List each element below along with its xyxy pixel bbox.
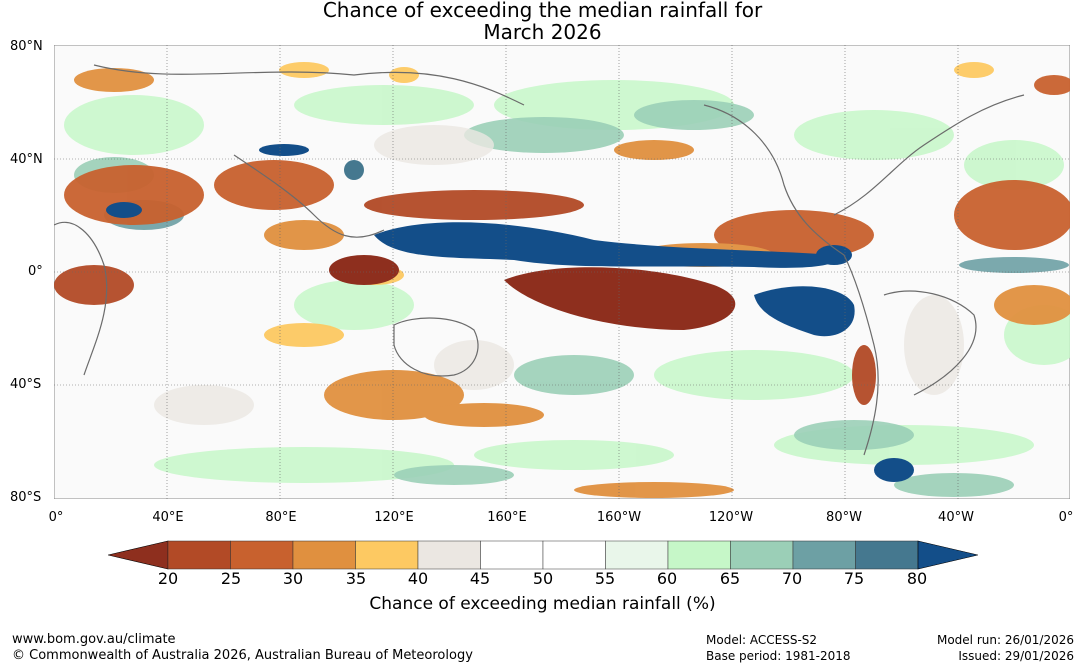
colorbar-segment [292, 540, 356, 570]
rainfall-outlook-map [54, 45, 1070, 499]
colorbar-segment [542, 540, 606, 570]
graticule [54, 45, 1070, 499]
colorbar-segment [167, 540, 231, 570]
footer-model: Model: ACCESS-S2 [706, 633, 818, 647]
colorbar-extend-high [917, 540, 978, 570]
colorbar-extend-low [108, 540, 169, 570]
lon-tick: 40°E [152, 510, 184, 525]
colorbar-tick-label: 55 [594, 569, 616, 588]
colorbar-segment [855, 540, 919, 570]
lat-tick: 40°S [10, 377, 42, 392]
lon-tick: 80°E [265, 510, 297, 525]
colorbar-tick-label: 75 [843, 569, 865, 588]
lon-tick: 160°W [596, 510, 642, 525]
map-title-line1: Chance of exceeding the median rainfall … [322, 0, 763, 22]
wet-east-pacific [754, 286, 855, 337]
lon-tick: 120°W [708, 510, 754, 525]
coastlines [54, 64, 1025, 456]
colorbar-segment [605, 540, 669, 570]
colorbar-title: Chance of exceeding median rainfall (%) [369, 594, 716, 614]
light-green-areas [64, 80, 1070, 483]
lat-tick: 80°N [10, 39, 43, 54]
lon-tick: 0° [48, 510, 64, 525]
colorbar-tick-label: 30 [282, 569, 304, 588]
colorbar-tick-label: 20 [157, 569, 179, 588]
colorbar-tick-label: 50 [532, 569, 554, 588]
colorbar-tick-label: 70 [781, 569, 803, 588]
footer-copyright: © Commonwealth of Australia 2026, Austra… [12, 648, 473, 663]
map-title-line2: March 2026 [483, 20, 602, 44]
colorbar-segment [230, 540, 294, 570]
lon-tick: 160°E [487, 510, 527, 525]
lat-tick: 80°S [10, 490, 42, 505]
grey-areas [154, 125, 964, 425]
colorbar-segment [417, 540, 481, 570]
colorbar-segment [667, 540, 731, 570]
lat-tick: 40°N [10, 152, 43, 167]
colorbar-segment [355, 540, 419, 570]
lon-tick: 40°W [938, 510, 974, 525]
lon-tick: 0° [1058, 510, 1074, 525]
lon-tick: 120°E [374, 510, 414, 525]
colorbar-tick-label: 40 [407, 569, 429, 588]
colorbar [108, 540, 978, 570]
colorbar-segment [792, 540, 856, 570]
footer-issued: Issued: 29/01/2026 [958, 649, 1074, 663]
colorbar-tick-label: 60 [656, 569, 678, 588]
colorbar-segment [480, 540, 544, 570]
footer-model-run: Model run: 26/01/2026 [936, 633, 1074, 647]
colorbar-tick-label: 80 [906, 569, 928, 588]
dry-maritime-continent [329, 255, 399, 285]
lat-tick: 0° [28, 264, 43, 279]
footer-url[interactable]: www.bom.gov.au/climate [12, 632, 176, 647]
colorbar-tick-label: 35 [345, 569, 367, 588]
colorbar-tick-label: 45 [469, 569, 491, 588]
colorbar-segment [730, 540, 794, 570]
footer-base-period: Base period: 1981-2018 [706, 649, 851, 663]
lon-tick: 80°W [826, 510, 862, 525]
colorbar-tick-label: 25 [220, 569, 242, 588]
wet-west-pacific [374, 222, 836, 268]
colorbar-tick-label: 65 [719, 569, 741, 588]
dry-equatorial-pacific [504, 267, 736, 330]
